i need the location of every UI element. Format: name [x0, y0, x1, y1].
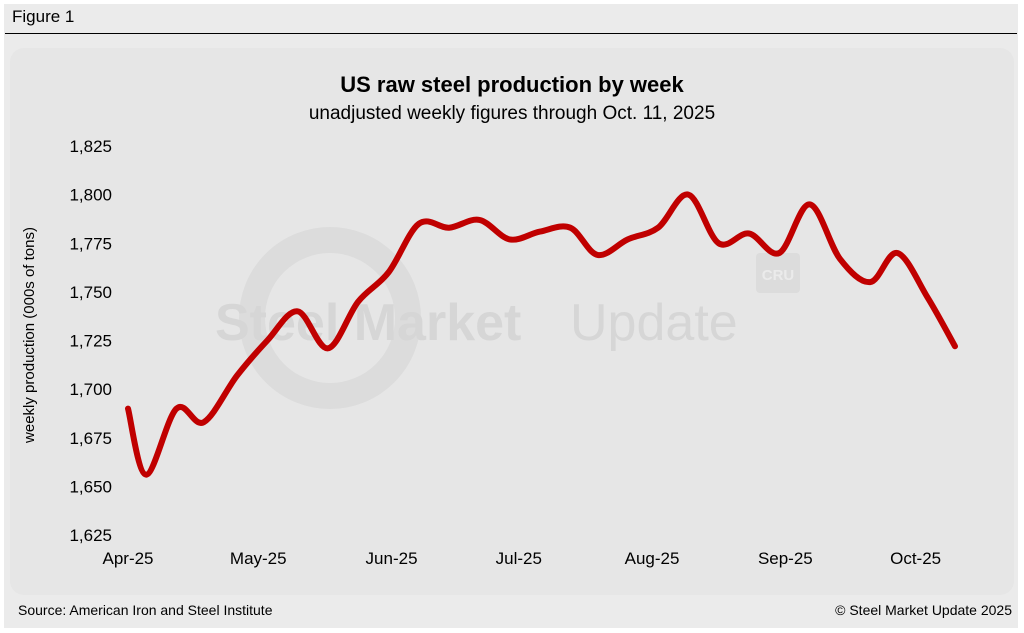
watermark-cru-text: CRU — [762, 267, 795, 284]
figure-label: Figure 1 — [12, 7, 75, 26]
watermark-cru-badge — [756, 253, 800, 293]
x-axis-ticks: Apr-25 May-25 Jun-25 Jul-25 Aug-25 Sep-25 Oct-… — [102, 549, 941, 568]
y-tick-label: 1,750 — [69, 283, 112, 302]
y-tick-label: 1,825 — [69, 137, 112, 156]
x-tick-label: Oct-25 — [890, 549, 941, 568]
copyright-note: © Steel Market Update 2025 — [835, 602, 1012, 618]
y-tick-label: 1,800 — [69, 186, 112, 205]
y-tick-label: 1,725 — [69, 332, 112, 351]
x-tick-label: May-25 — [230, 549, 287, 568]
x-tick-label: Jul-25 — [496, 549, 542, 568]
chart-title: US raw steel production by week — [340, 72, 684, 97]
chart-subtitle: unadjusted weekly figures through Oct. 1… — [309, 103, 715, 124]
y-tick-label: 1,775 — [69, 234, 112, 253]
y-tick-label: 1,625 — [69, 526, 112, 545]
x-tick-label: Jun-25 — [366, 549, 418, 568]
watermark-brand-light: Update — [570, 294, 738, 352]
chart-panel — [10, 48, 1014, 595]
y-tick-label: 1,675 — [69, 429, 112, 448]
series-line — [125, 191, 958, 478]
x-tick-label: Sep-25 — [758, 549, 813, 568]
top-rule — [5, 33, 1017, 34]
x-tick-label: Apr-25 — [102, 549, 153, 568]
y-axis-ticks: 1,625 1,650 1,675 1,700 1,725 1,750 1,775 1,800… — [69, 137, 112, 545]
x-tick-label: Aug-25 — [625, 549, 680, 568]
y-tick-label: 1,650 — [69, 477, 112, 496]
watermark-circle-icon — [239, 227, 421, 409]
y-tick-label: 1,700 — [69, 380, 112, 399]
y-axis-label: weekly production (000s of tons) — [21, 227, 38, 444]
source-note: Source: American Iron and Steel Institut… — [18, 602, 273, 618]
series-layer — [125, 191, 958, 478]
